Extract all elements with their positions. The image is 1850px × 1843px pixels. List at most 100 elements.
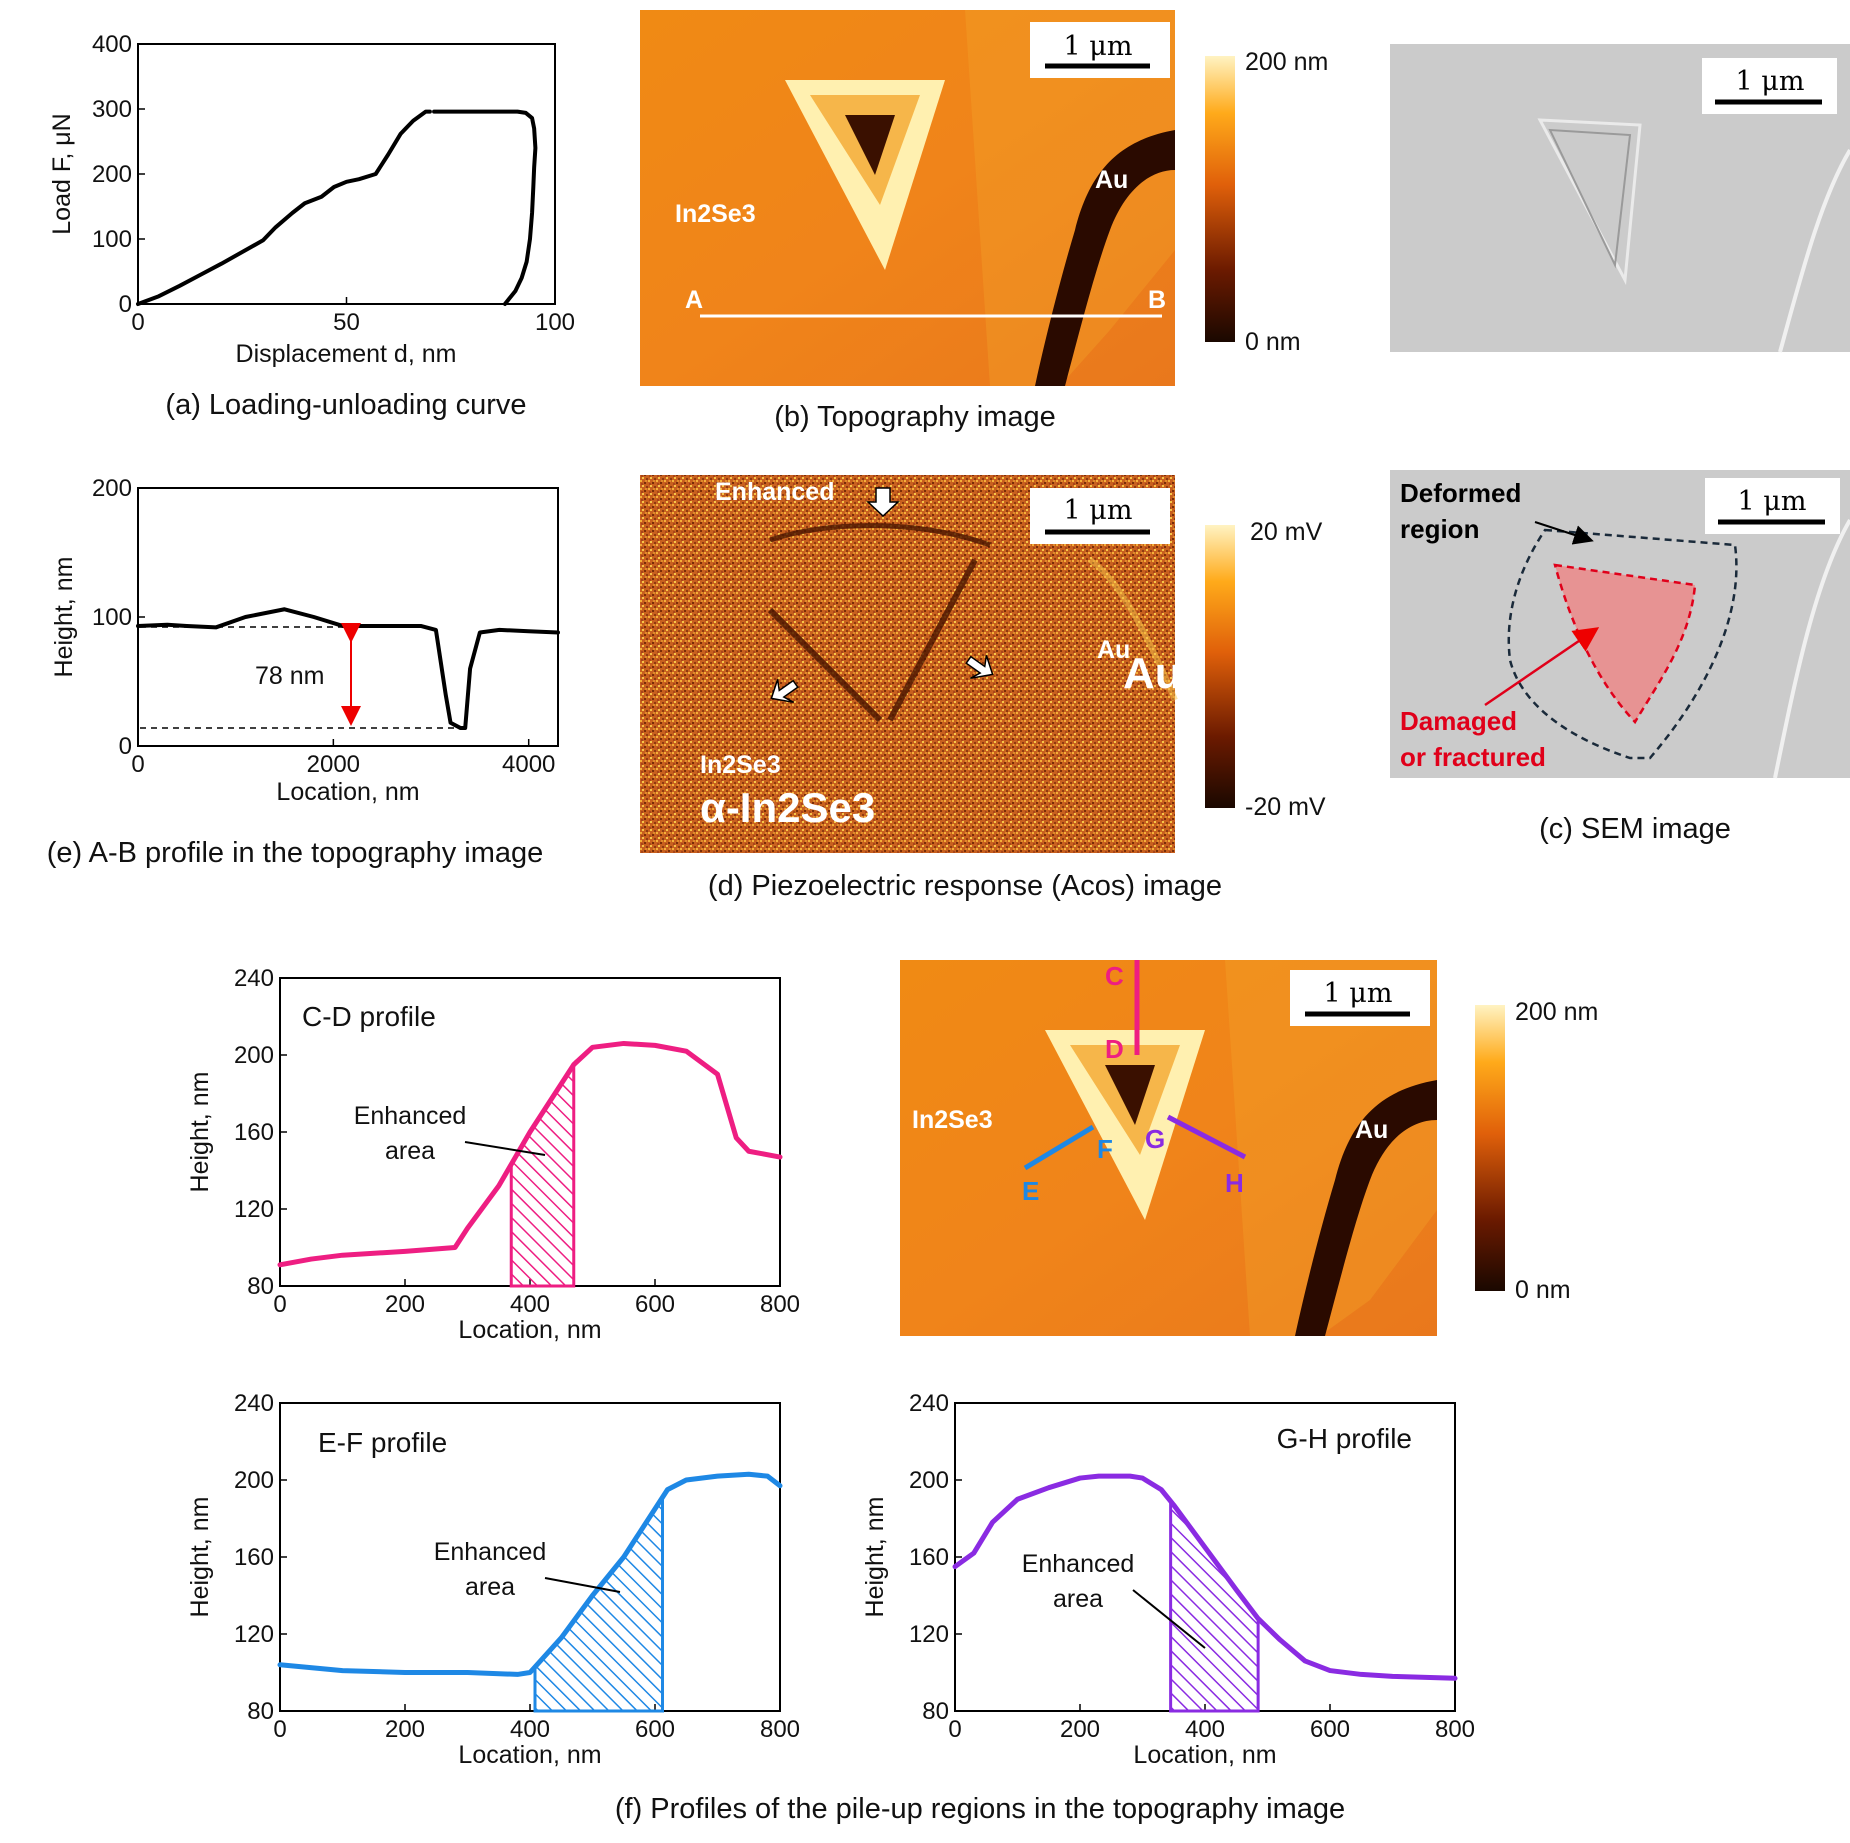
panel-f-ef-line [1023,1124,1095,1171]
panel-c-top-edge [1778,148,1850,353]
panel-d-au-small: Au [1097,636,1130,664]
panel-d-arrow-right [965,655,994,680]
panel-c-damaged-label-1: Damaged [1400,706,1517,736]
panel-e-ylabel: Height, nm [50,557,78,678]
profiles.cd-ytick-label: 80 [247,1273,274,1300]
caption-d: (d) Piezoelectric response (Acos) image [708,870,1222,902]
ef-xlabel: Location, nm [458,1741,601,1769]
panel-f-au-label: Au [1355,1116,1388,1144]
panel-c-sem-raw: 1 μm [1390,44,1850,353]
profiles.ef-ytick-label: 80 [247,1698,274,1725]
ef-ylabel: Height, nm [186,1497,214,1618]
panel-f-light-stripe [1225,960,1437,1336]
caption-a: (a) Loading-unloading curve [165,389,526,421]
panel_a-ytick-label: 200 [92,161,132,188]
panel_e-ytick-label: 100 [92,604,132,631]
panel-a-load-curve: 0 50 100 0 100 200 300 400 Load F, μN Displacem… [48,31,575,421]
panel-a-xlabel: Displacement d, nm [236,340,457,368]
ef-title: E-F profile [318,1427,447,1458]
panel_a-ytick-label: 100 [92,226,132,253]
panel-c-deformed-outline [1507,528,1738,760]
profiles.gh-ytick-label: 120 [909,1621,949,1648]
caption-b: (b) Topography image [774,401,1056,433]
panel-e-annotation: 78 nm [255,662,324,690]
panel-f-indent [1105,1065,1155,1125]
panel-f-scale-text: 1 μm [1324,978,1393,1009]
panel-b-colorbar [1205,56,1235,342]
ef-enhanced-label-1: Enhanced [434,1538,547,1566]
profiles.gh-xtick-label: 800 [1435,1716,1475,1743]
profiles.cd-ytick-label: 160 [234,1119,274,1146]
profiles.gh-xtick-label: 400 [1185,1716,1225,1743]
profiles.ef-ytick-label: 120 [234,1621,274,1648]
panel-e-ab-profile: 0 2000 4000 0 100 200 78 nm Height, nm Locati… [47,475,560,869]
gh-enhanced-label-2: area [1053,1585,1103,1613]
panel_e-xtick-label: 2000 [307,751,360,778]
panel_e-xtick-label: 0 [131,751,144,778]
ef-profile-line [277,1471,783,1677]
panel_a-xtick-label: 100 [535,309,575,336]
profiles.ef-xtick-label: 0 [273,1716,286,1743]
panel-d-arrow-left [770,679,799,704]
profiles.gh-xtick-label: 0 [948,1716,961,1743]
profiles.ef-ytick-label: 240 [234,1390,274,1417]
panel-f-topography: 1 μm In2Se3 Au C D E F G H 200 nm 0 nm [900,960,1598,1336]
panel-f-point-h: H [1225,1168,1244,1198]
gh-ylabel: Height, nm [861,1497,889,1618]
panel-d-dark-edge-top [769,523,991,548]
panel-d-colorbar-min: -20 mV [1245,793,1326,821]
profiles.gh-xtick-label: 200 [1060,1716,1100,1743]
panel-d-colorbar-max: 20 mV [1250,518,1323,546]
panel_a-ytick-label: 0 [119,291,132,318]
panel-c-edge [1773,518,1850,779]
panel-e-axes-frame [137,487,559,747]
panel-b-scale-text: 1 μm [1064,31,1133,62]
panel-c-deformed-arrow [1534,521,1594,545]
caption-c: (c) SEM image [1539,813,1731,845]
panel-b-colorbar-max: 200 nm [1245,48,1328,76]
panel-c-top-indent-inner [1548,128,1632,269]
caption-e: (e) A-B profile in the topography image [47,837,544,869]
panel-a-data [136,109,538,306]
panel-b-light-stripe [965,10,1175,386]
cd-enhanced-label-1: Enhanced [354,1102,467,1130]
panel-e-ticks: 0 2000 4000 0 100 200 [92,475,555,778]
panel-d-alpha-in2se3: α-In2Se3 [700,784,875,831]
panel-e-data [136,607,560,730]
profiles.ef-ytick-label: 160 [234,1544,274,1571]
panel-d-in2se3-small: In2Se3 [700,751,781,779]
panel-a-loading-line [136,109,432,306]
gh-enhanced-label-1: Enhanced [1022,1550,1135,1578]
gh-profile-line [952,1473,1458,1681]
panel-d-colorbar [1205,525,1235,808]
panel-f-au-gap [1295,1080,1437,1336]
panel-b-au-gap [1035,130,1175,386]
panel-c-top-scale-box [1702,58,1837,114]
profiles.gh-xtick-label: 600 [1310,1716,1350,1743]
gh-profile-chart: 0 200 400 600 800 80 120 160 200 240 G-H profile En… [861,1390,1475,1769]
panel-d-au-large: Au [1123,649,1182,698]
panel-e-profile-line [136,607,560,730]
caption-f: (f) Profiles of the pile-up regions in t… [615,1793,1345,1825]
panel-b-topography: 1 μm In2Se3 Au A B 200 nm 0 nm (b) Topog… [640,10,1328,433]
cd-profile-chart: 0 200 400 600 800 80 120 160 200 240 C-D profile En… [186,965,800,1344]
panel-d-arrow-top [866,487,900,518]
profiles.cd-xtick-label: 200 [385,1291,425,1318]
profiles.gh-ytick-label: 80 [922,1698,949,1725]
panel-c-scale-box [1705,478,1840,534]
panel-f-point-e: E [1022,1176,1039,1206]
cd-enhanced-area [509,1059,576,1288]
panel-f-point-c: C [1105,961,1124,991]
panel-e-xlabel: Location, nm [276,778,419,806]
cd-title: C-D profile [302,1001,436,1032]
panel_a-xtick-label: 50 [333,309,360,336]
profiles.cd-xtick-label: 0 [273,1291,286,1318]
panel-d-scale-box [1030,488,1170,544]
panel-d-scale-text: 1 μm [1064,495,1133,526]
panel-b-point-a: A [685,286,703,314]
panel-f-gh-line [1166,1114,1247,1160]
profiles.cd-ytick-label: 240 [234,965,274,992]
panel_a-ytick-label: 300 [92,96,132,123]
cd-enhanced-label-2: area [385,1137,435,1165]
